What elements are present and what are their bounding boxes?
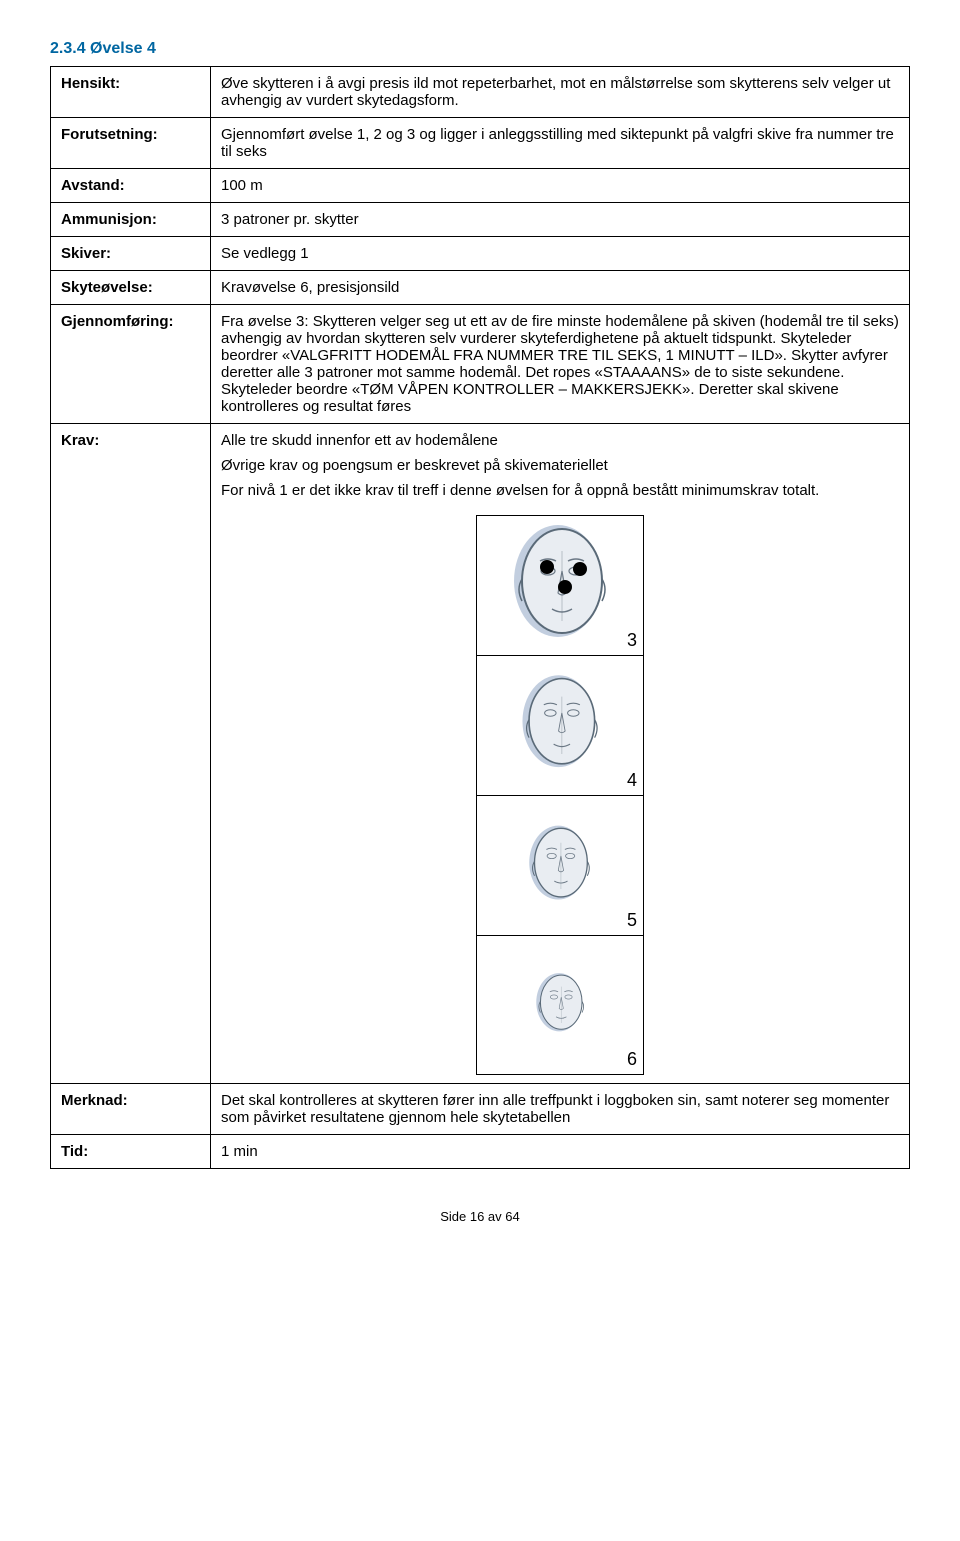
krav-p3: For nivå 1 er det ikke krav til treff i … [221, 482, 899, 499]
row-tid: Tid: 1 min [51, 1135, 910, 1169]
label-ammunisjon: Ammunisjon: [51, 203, 211, 237]
value-avstand: 100 m [211, 169, 910, 203]
label-krav: Krav: [51, 424, 211, 1084]
target-number: 4 [627, 770, 637, 791]
value-forutsetning: Gjennomført øvelse 1, 2 og 3 og ligger i… [211, 118, 910, 169]
label-hensikt: Hensikt: [51, 67, 211, 118]
target-number: 5 [627, 910, 637, 931]
section-title: 2.3.4 Øvelse 4 [50, 40, 910, 58]
head-target-icon [529, 971, 591, 1039]
targets-column: 3 4 5 6 [476, 515, 644, 1075]
head-target-icon [500, 521, 620, 651]
label-skyteovelse: Skyteøvelse: [51, 271, 211, 305]
label-forutsetning: Forutsetning: [51, 118, 211, 169]
value-merknad: Det skal kontrolleres at skytteren fører… [211, 1084, 910, 1135]
label-avstand: Avstand: [51, 169, 211, 203]
head-target-icon [520, 823, 599, 909]
label-skiver: Skiver: [51, 237, 211, 271]
target-box-3: 3 [476, 515, 644, 655]
label-gjennomforing: Gjennomføring: [51, 305, 211, 424]
label-tid: Tid: [51, 1135, 211, 1169]
row-forutsetning: Forutsetning: Gjennomført øvelse 1, 2 og… [51, 118, 910, 169]
value-gjennomforing: Fra øvelse 3: Skytteren velger seg ut et… [211, 305, 910, 424]
value-ammunisjon: 3 patroner pr. skytter [211, 203, 910, 237]
value-skiver: Se vedlegg 1 [211, 237, 910, 271]
row-skiver: Skiver: Se vedlegg 1 [51, 237, 910, 271]
value-skyteovelse: Kravøvelse 6, presisjonsild [211, 271, 910, 305]
target-number: 3 [627, 630, 637, 651]
row-krav: Krav: Alle tre skudd innenfor ett av hod… [51, 424, 910, 1084]
row-skyteovelse: Skyteøvelse: Kravøvelse 6, presisjonsild [51, 271, 910, 305]
row-ammunisjon: Ammunisjon: 3 patroner pr. skytter [51, 203, 910, 237]
krav-p2: Øvrige krav og poengsum er beskrevet på … [221, 457, 899, 474]
target-box-6: 6 [476, 935, 644, 1075]
target-box-4: 4 [476, 655, 644, 795]
value-tid: 1 min [211, 1135, 910, 1169]
exercise-table: Hensikt: Øve skytteren i å avgi presis i… [50, 66, 910, 1169]
value-krav: Alle tre skudd innenfor ett av hodemålen… [211, 424, 910, 1084]
value-hensikt: Øve skytteren i å avgi presis ild mot re… [211, 67, 910, 118]
page-footer: Side 16 av 64 [50, 1209, 910, 1224]
head-target-icon [511, 672, 609, 779]
target-box-5: 5 [476, 795, 644, 935]
krav-p1: Alle tre skudd innenfor ett av hodemålen… [221, 432, 899, 449]
row-gjennomforing: Gjennomføring: Fra øvelse 3: Skytteren v… [51, 305, 910, 424]
label-merknad: Merknad: [51, 1084, 211, 1135]
row-hensikt: Hensikt: Øve skytteren i å avgi presis i… [51, 67, 910, 118]
row-merknad: Merknad: Det skal kontrolleres at skytte… [51, 1084, 910, 1135]
row-avstand: Avstand: 100 m [51, 169, 910, 203]
target-number: 6 [627, 1049, 637, 1070]
